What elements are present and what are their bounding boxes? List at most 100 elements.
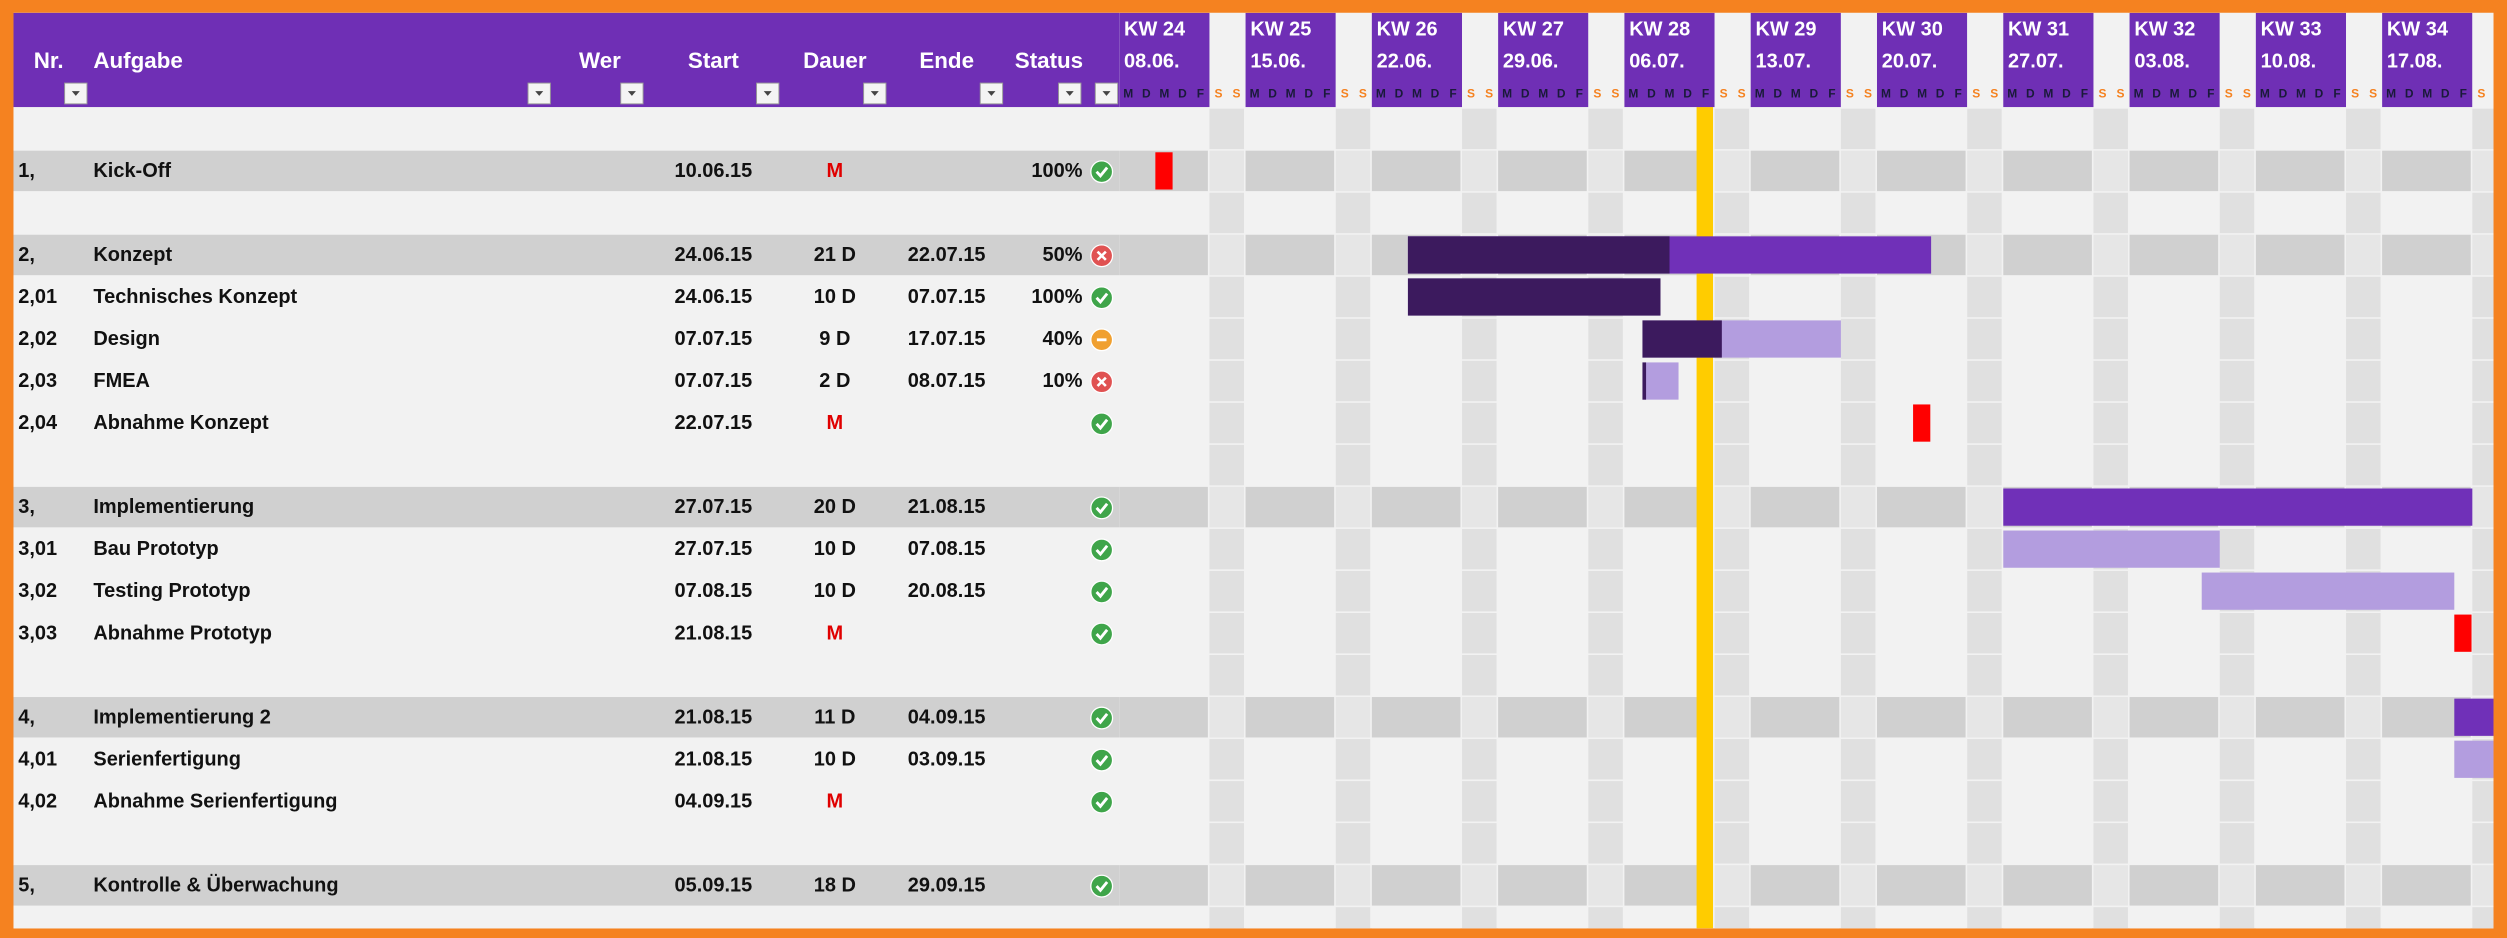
week-label: KW 29 bbox=[1755, 19, 1816, 41]
filter-button[interactable] bbox=[64, 82, 88, 105]
day-letter: D bbox=[2405, 86, 2414, 100]
filter-button[interactable] bbox=[863, 82, 887, 105]
day-letter: S bbox=[1233, 86, 1241, 100]
weekday-cells bbox=[1119, 486, 1208, 528]
day-letter: M bbox=[1665, 86, 1675, 100]
weekend-cells bbox=[1967, 108, 2002, 150]
weekend-cells bbox=[2346, 318, 2381, 360]
filter-button[interactable] bbox=[756, 82, 780, 105]
weekend-cells bbox=[2472, 907, 2494, 929]
filter-button[interactable] bbox=[1058, 82, 1082, 105]
status-icon-circle bbox=[1090, 496, 1114, 520]
task-number: 2,01 bbox=[18, 286, 57, 308]
status-icon-check bbox=[1095, 418, 1109, 431]
duration: 10 D bbox=[814, 538, 856, 560]
weekend-cells bbox=[2093, 570, 2128, 612]
weekday-cells bbox=[1371, 697, 1461, 738]
day-letter: M bbox=[2043, 86, 2053, 100]
weekend-cells bbox=[2472, 360, 2494, 402]
weekend-cells bbox=[2472, 150, 2494, 192]
weekday-cells bbox=[2129, 907, 2219, 929]
weekend-cells bbox=[1967, 907, 2002, 929]
task-number: 5, bbox=[18, 874, 35, 896]
row-background bbox=[13, 276, 1120, 318]
filter-arrow[interactable] bbox=[870, 91, 879, 96]
task-number: 3,03 bbox=[18, 622, 57, 644]
status-icon-circle bbox=[1090, 580, 1114, 604]
weekend-cells bbox=[1335, 739, 1371, 780]
task-name: Implementierung bbox=[93, 496, 254, 518]
week-date: 08.06. bbox=[1124, 51, 1180, 73]
day-letter: M bbox=[1917, 86, 1927, 100]
weekday-cells bbox=[2255, 865, 2345, 906]
day-letter: D bbox=[1268, 86, 1277, 100]
weekday-cells bbox=[2255, 739, 2345, 780]
day-letter: S bbox=[2099, 86, 2107, 100]
column-header: Dauer bbox=[803, 48, 867, 73]
weekend-cells bbox=[1335, 612, 1371, 654]
filter-arrow[interactable] bbox=[71, 91, 80, 96]
status-icon-check bbox=[1095, 712, 1109, 725]
filter-arrow[interactable] bbox=[627, 91, 636, 96]
weekday-cells bbox=[2255, 276, 2345, 318]
filter-button[interactable] bbox=[527, 82, 551, 105]
weekday-cells bbox=[1119, 108, 1208, 150]
day-letter: M bbox=[1538, 86, 1548, 100]
week-date: 17.08. bbox=[2387, 51, 2443, 73]
filter-arrow[interactable] bbox=[763, 91, 772, 96]
status-icon bbox=[1090, 370, 1114, 394]
weekday-cells bbox=[2255, 192, 2345, 234]
weekday-cells bbox=[1498, 612, 1587, 654]
filter-button[interactable] bbox=[620, 82, 644, 105]
weekend-cells bbox=[1840, 739, 1876, 780]
filter-arrow[interactable] bbox=[987, 91, 996, 96]
table-header bbox=[13, 12, 1120, 108]
filter-button[interactable] bbox=[1094, 82, 1119, 105]
weekday-cells bbox=[1119, 276, 1208, 318]
weekday-cells bbox=[1245, 865, 1335, 906]
task-number: 3, bbox=[18, 496, 35, 518]
weekday-cells bbox=[2003, 612, 2092, 654]
weekend-cells bbox=[1588, 318, 1623, 360]
weekday-cells bbox=[1371, 907, 1461, 929]
task-number: 3,01 bbox=[18, 538, 57, 560]
weekday-cells bbox=[2003, 781, 2092, 822]
task-bar bbox=[2201, 572, 2455, 610]
weekend-cells bbox=[2346, 276, 2381, 318]
week-date: 03.08. bbox=[2134, 51, 2190, 73]
weekend-cells bbox=[2346, 360, 2381, 402]
duration: M bbox=[827, 622, 844, 644]
weekend-cells bbox=[2346, 528, 2381, 570]
weekend-cells bbox=[1209, 655, 1244, 696]
end-date: 04.09.15 bbox=[908, 706, 986, 728]
weekend-cells bbox=[2219, 192, 2255, 234]
weekend-header bbox=[1840, 12, 1876, 108]
weekday-cells bbox=[1876, 570, 1966, 612]
weekend-cells bbox=[2472, 402, 2494, 444]
filter-arrow[interactable] bbox=[1102, 91, 1111, 96]
weekday-cells bbox=[1371, 781, 1461, 822]
weekend-cells bbox=[2093, 234, 2128, 276]
task-bar bbox=[2003, 488, 2473, 526]
weekday-cells bbox=[1119, 234, 1208, 276]
weekend-cells bbox=[2093, 655, 2128, 696]
weekend-cells bbox=[2472, 528, 2494, 570]
weekend-cells bbox=[1967, 697, 2002, 738]
filter-arrow[interactable] bbox=[535, 91, 544, 96]
day-letter: D bbox=[2062, 86, 2071, 100]
status-icon-check bbox=[1095, 797, 1109, 809]
weekend-cells bbox=[1714, 865, 1750, 906]
day-letter: D bbox=[1395, 86, 1404, 100]
weekend-cells bbox=[1840, 360, 1876, 402]
weekday-cells bbox=[1245, 192, 1335, 234]
weekend-cells bbox=[1588, 865, 1623, 906]
weekend-cells bbox=[2472, 781, 2494, 822]
filter-arrow[interactable] bbox=[1065, 91, 1074, 96]
row-background bbox=[13, 865, 1120, 906]
progress-bar bbox=[1407, 278, 1661, 316]
start-date: 07.08.15 bbox=[675, 580, 753, 602]
weekend-cells bbox=[2093, 150, 2128, 192]
weekend-cells bbox=[1335, 150, 1371, 192]
filter-button[interactable] bbox=[979, 82, 1004, 105]
weekend-cells bbox=[1209, 108, 1244, 150]
